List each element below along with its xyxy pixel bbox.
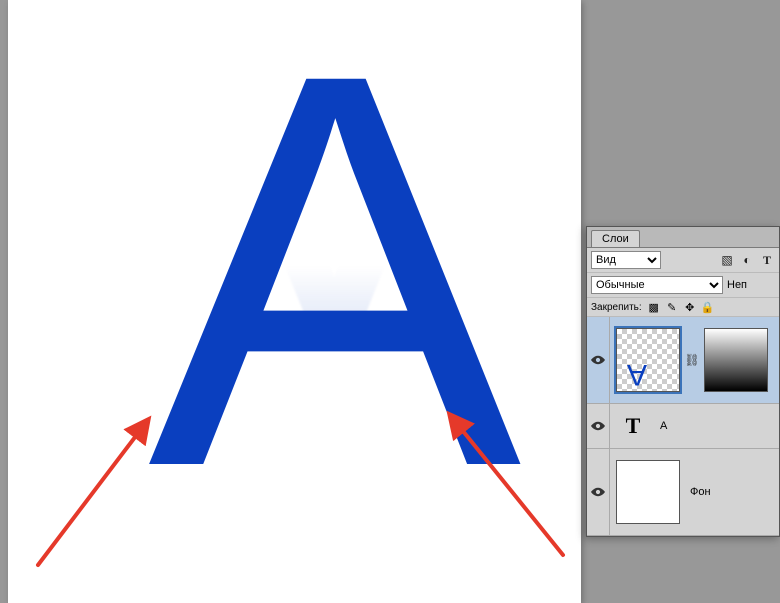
layers-panel: Слои Вид ▧ ◐ T Обычные Неп Закрепить: ▩ … xyxy=(586,226,780,537)
blend-mode-row: Обычные Неп xyxy=(587,273,779,298)
layer-thumbs xyxy=(610,456,686,528)
layer-filter-row: Вид ▧ ◐ T xyxy=(587,248,779,273)
blend-mode-select[interactable]: Обычные xyxy=(591,276,723,294)
panel-tab-bar: Слои xyxy=(587,227,779,248)
lock-move-icon[interactable]: ✥ xyxy=(684,301,696,313)
filter-type-icon[interactable]: T xyxy=(759,252,775,268)
text-layer-icon[interactable]: T xyxy=(616,409,650,443)
layer-row-text[interactable]: TА xyxy=(587,404,779,449)
layer-thumbs: T xyxy=(610,405,656,447)
lock-brush-icon[interactable]: ✎ xyxy=(666,301,678,313)
letter-glyph: А xyxy=(148,0,512,550)
layer-row-reflection[interactable]: А⛓ xyxy=(587,317,779,404)
layer-thumbs: А⛓ xyxy=(610,324,774,396)
layer-row-background[interactable]: Фон xyxy=(587,449,779,536)
layer-mask-thumbnail[interactable] xyxy=(704,328,768,392)
opacity-label: Неп xyxy=(727,279,747,291)
visibility-toggle[interactable] xyxy=(587,404,610,448)
link-icon[interactable]: ⛓ xyxy=(686,350,698,370)
filter-adjust-icon[interactable]: ◐ xyxy=(739,252,755,268)
layer-name[interactable]: А xyxy=(656,420,667,432)
visibility-toggle[interactable] xyxy=(587,449,610,535)
layer-thumbnail[interactable]: А xyxy=(616,328,680,392)
lock-all-icon[interactable]: 🔒 xyxy=(702,301,714,313)
lock-label: Закрепить: xyxy=(591,302,642,313)
filter-image-icon[interactable]: ▧ xyxy=(719,252,735,268)
lock-pixels-icon[interactable]: ▩ xyxy=(648,301,660,313)
layer-filter-select[interactable]: Вид xyxy=(591,251,661,269)
tab-layers[interactable]: Слои xyxy=(591,230,640,247)
lock-row: Закрепить: ▩ ✎ ✥ 🔒 xyxy=(587,298,779,317)
layer-thumbnail[interactable] xyxy=(616,460,680,524)
layer-name[interactable]: Фон xyxy=(686,486,711,498)
document-canvas[interactable]: А А xyxy=(8,0,581,603)
layers-list: А⛓TАФон xyxy=(587,317,779,536)
visibility-toggle[interactable] xyxy=(587,317,610,403)
